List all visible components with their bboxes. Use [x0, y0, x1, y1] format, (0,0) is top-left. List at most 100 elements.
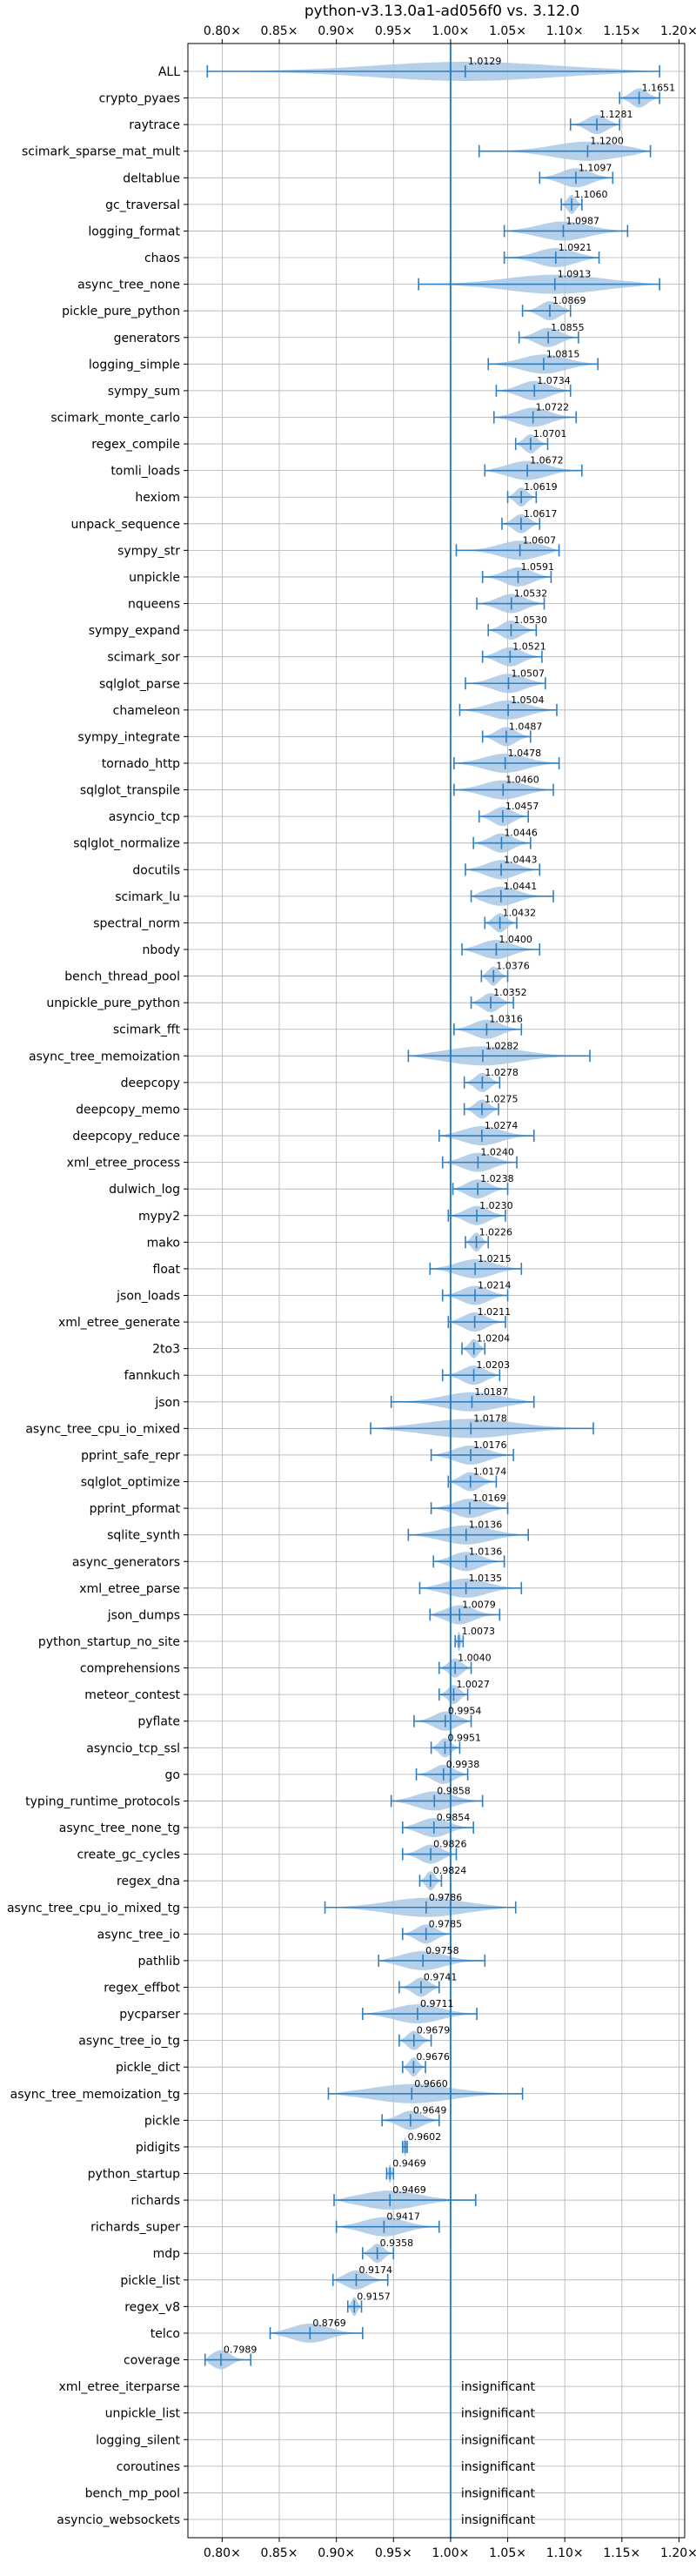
value-label: 1.0352 — [493, 987, 527, 998]
violin-layer — [204, 62, 660, 2370]
category-label: pycparser — [119, 2008, 180, 2022]
value-label: 1.0129 — [468, 56, 502, 67]
x-tick-label-bottom: 1.15× — [603, 2546, 640, 2560]
category-label: unpickle_pure_python — [46, 996, 180, 1010]
value-label: 1.0214 — [478, 1280, 512, 1291]
value-label: 1.0211 — [478, 1306, 512, 1318]
category-label: deltablue — [123, 171, 180, 185]
category-label: pickle — [144, 2114, 180, 2128]
x-tick-label-bottom: 0.80× — [204, 2546, 241, 2560]
category-label: xml_etree_process — [67, 1157, 180, 1171]
value-label: 1.0521 — [512, 641, 546, 653]
category-label: regex_effbot — [104, 1981, 180, 1995]
category-label: hexiom — [135, 491, 180, 505]
value-label: 0.9858 — [437, 1785, 471, 1796]
category-label: fannkuch — [124, 1369, 180, 1383]
category-label: sqlglot_normalize — [73, 837, 180, 851]
value-label: 1.0487 — [509, 721, 543, 732]
value-label: 0.9741 — [424, 1971, 458, 1982]
value-label: 0.9954 — [448, 1706, 482, 1717]
category-label: asyncio_websockets — [57, 2513, 180, 2527]
category-label: nbody — [143, 943, 181, 957]
category-label: python_startup_no_site — [38, 1635, 180, 1649]
value-label: 1.1200 — [590, 136, 624, 147]
category-label: async_tree_none — [77, 278, 180, 292]
value-label: 1.0987 — [566, 215, 599, 226]
value-label: 1.0274 — [485, 1120, 519, 1131]
value-label: 1.0913 — [558, 269, 592, 280]
value-label: 1.0530 — [513, 614, 547, 626]
category-label: async_tree_memoization_tg — [10, 2088, 180, 2102]
value-label: 1.0174 — [473, 1466, 507, 1478]
x-tick-label-bottom: 1.05× — [489, 2546, 526, 2560]
value-label: 1.0869 — [552, 295, 586, 306]
value-label: 1.0619 — [524, 481, 558, 493]
category-label: async_tree_none_tg — [59, 1821, 180, 1835]
value-label: 1.1097 — [579, 162, 612, 173]
value-label: 0.9785 — [429, 1918, 463, 1929]
plot-frame — [187, 43, 686, 2539]
value-label: 0.9602 — [408, 2131, 442, 2143]
value-label: 1.0169 — [472, 1493, 506, 1504]
value-label: 1.0617 — [524, 508, 558, 520]
value-label: 1.0316 — [489, 1014, 523, 1025]
label-layer: 0.80× 0.80× 0.85× 0.85× 0.90× 0.90× 0.95× 0.95×… — [7, 24, 696, 2560]
x-tick-label-bottom: 1.20× — [660, 2546, 696, 2560]
category-label: telco — [151, 2327, 180, 2341]
category-label: scimark_sor — [107, 651, 180, 665]
value-label: 1.0230 — [479, 1200, 513, 1211]
insignificant-label: insignificant — [461, 2407, 536, 2421]
category-label: json_dumps — [107, 1608, 180, 1622]
value-label: 1.0457 — [505, 801, 539, 812]
category-label: raytrace — [129, 118, 180, 132]
category-label: logging_simple — [89, 358, 180, 372]
value-label: 1.0187 — [474, 1386, 508, 1398]
category-label: sympy_integrate — [77, 730, 180, 744]
category-label: unpickle_list — [105, 2407, 181, 2421]
category-label: python_startup — [88, 2168, 180, 2182]
value-label: 1.0136 — [469, 1519, 503, 1531]
value-label: 1.0478 — [508, 748, 542, 759]
category-label: tomli_loads — [110, 465, 180, 479]
category-label: ALL — [158, 65, 180, 79]
value-label: 1.0203 — [477, 1359, 511, 1371]
value-label: 0.9417 — [386, 2211, 420, 2223]
category-label: spectral_norm — [93, 916, 180, 930]
category-label: pprint_pformat — [90, 1502, 181, 1516]
value-label: 0.8769 — [312, 2318, 346, 2329]
category-label: tornado_http — [102, 757, 180, 771]
category-label: generators — [114, 332, 180, 345]
value-label: 0.9157 — [357, 2291, 391, 2302]
value-label: 1.1060 — [574, 189, 608, 200]
category-label: xml_etree_parse — [79, 1582, 180, 1596]
value-label: 0.9649 — [413, 2104, 446, 2116]
category-label: regex_compile — [91, 438, 180, 452]
value-label: 1.0178 — [473, 1412, 507, 1424]
value-label: 0.9469 — [392, 2158, 426, 2170]
category-label: pprint_safe_repr — [81, 1449, 180, 1463]
category-label: async_generators — [72, 1555, 180, 1569]
category-label: asyncio_tcp — [109, 810, 180, 824]
value-label: 0.9469 — [392, 2184, 426, 2196]
x-tick-label-bottom: 0.85× — [261, 2546, 298, 2560]
x-tick-label-top: 1.00× — [432, 24, 469, 38]
value-label: 0.9660 — [414, 2078, 448, 2090]
category-label: async_tree_io — [97, 1928, 180, 1942]
value-label: 1.0672 — [530, 455, 564, 466]
category-label: unpickle — [129, 571, 180, 585]
value-label: 1.0591 — [520, 561, 554, 573]
category-label: pidigits — [136, 2141, 180, 2155]
category-label: async_tree_cpu_io_mixed — [25, 1422, 180, 1436]
value-label: 0.9951 — [447, 1732, 481, 1743]
value-label: 1.0226 — [479, 1226, 513, 1238]
category-label: comprehensions — [80, 1662, 180, 1676]
value-label: 1.0855 — [551, 322, 585, 333]
category-label: xml_etree_generate — [58, 1316, 180, 1330]
category-label: pyflate — [137, 1715, 180, 1729]
category-label: go — [165, 1768, 180, 1782]
x-tick-label-bottom: 1.10× — [546, 2546, 584, 2560]
category-label: asyncio_tcp_ssl — [86, 1741, 180, 1755]
value-label: 1.0282 — [485, 1040, 519, 1051]
value-label: 1.0734 — [537, 375, 571, 386]
value-label: 0.9676 — [416, 2051, 450, 2063]
